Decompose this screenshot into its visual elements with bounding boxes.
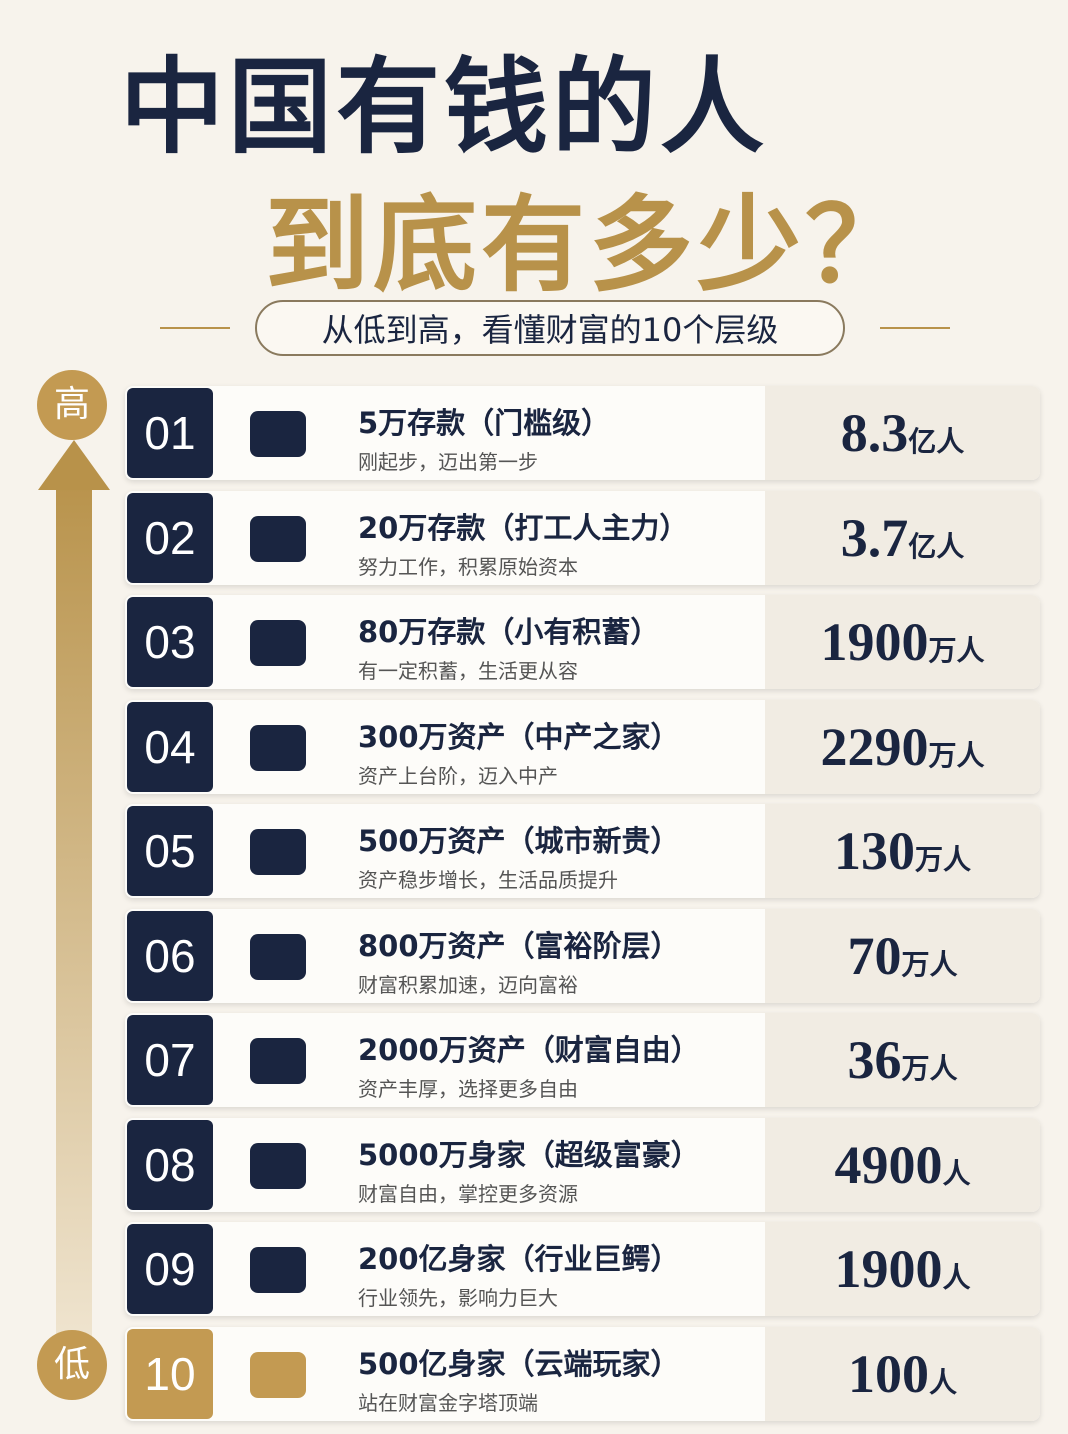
count-number: 2290 (820, 716, 929, 777)
count-number: 4900 (834, 1134, 943, 1195)
row: 04 300万资产（中产之家） 资产上台阶，迈入中产 2290万人 (125, 699, 1040, 794)
count-number: 1900 (820, 612, 929, 672)
icon (250, 411, 306, 457)
row-title: 2000万资产（财富自由） (358, 1033, 700, 1067)
count: 130万人 (765, 804, 1040, 898)
count-unit: 万人 (901, 947, 958, 981)
row-title: 300万资产（中产之家） (358, 719, 680, 754)
subtitle: 从低到高，看懂财富的10个层级 (255, 300, 845, 356)
row: 03 80万存款（小有积蓄） 有一定积蓄，生活更从容 1900万人 (125, 595, 1040, 689)
row: 07 2000万资产（财富自由） 资产丰厚，选择更多自由 36万人 (125, 1013, 1040, 1107)
row: 10 500亿身家（云端玩家） 站在财富金字塔顶端 100人 (125, 1326, 1040, 1421)
row: 06 800万资产（富裕阶层） 财富积累加速，迈向富裕 70万人 (125, 908, 1040, 1003)
divider (880, 327, 950, 329)
icon (250, 1142, 306, 1189)
count-unit: 人 (928, 1365, 957, 1399)
row-number: 07 (127, 1015, 213, 1105)
row-title: 500亿身家（云端玩家） (358, 1346, 680, 1381)
high-label: 高 (37, 370, 107, 440)
divider (160, 327, 230, 329)
row-title: 5000万身家（超级富豪） (358, 1137, 700, 1172)
row-desc: 站在财富金字塔顶端 (358, 1390, 538, 1415)
row-desc: 资产上台阶，迈入中产 (358, 763, 558, 788)
count: 4900人 (765, 1117, 1040, 1212)
count-number: 70 (847, 925, 902, 986)
row-number: 03 (127, 597, 213, 687)
row-desc: 财富自由，掌控更多资源 (358, 1181, 578, 1206)
icon (250, 829, 306, 875)
count-unit: 亿人 (908, 425, 965, 458)
count: 36万人 (765, 1013, 1040, 1107)
count-number: 36 (847, 1030, 902, 1090)
row-number: 05 (127, 806, 213, 896)
row-number: 01 (127, 388, 213, 478)
row-desc: 有一定积蓄，生活更从容 (358, 659, 578, 683)
row-number: 06 (127, 910, 213, 1001)
count: 100人 (765, 1326, 1040, 1421)
row-number: 02 (127, 492, 213, 583)
row-number: 04 (127, 701, 213, 792)
count: 1900人 (765, 1222, 1040, 1316)
title-line2: 到底有多少？ (265, 184, 914, 306)
icon (250, 515, 306, 562)
row: 02 20万存款（打工人主力） 努力工作，积累原始资本 3.7亿人 (125, 490, 1040, 585)
row: 05 500万资产（城市新贵） 资产稳步增长，生活品质提升 130万人 (125, 804, 1040, 898)
row-title: 500万资产（城市新贵） (358, 824, 680, 858)
count-number: 8.3 (840, 403, 909, 463)
count: 8.3亿人 (765, 386, 1040, 480)
icon (250, 724, 306, 771)
count: 3.7亿人 (765, 490, 1040, 585)
row-desc: 行业领先，影响力巨大 (358, 1286, 558, 1310)
arrow-bar (56, 470, 92, 1340)
count-number: 3.7 (840, 507, 909, 568)
icon (250, 1038, 306, 1084)
count-number: 100 (847, 1343, 929, 1404)
row-desc: 资产丰厚，选择更多自由 (358, 1077, 578, 1101)
row-number: 08 (127, 1119, 213, 1210)
count: 70万人 (765, 908, 1040, 1003)
row-desc: 资产稳步增长，生活品质提升 (358, 868, 618, 892)
row: 08 5000万身家（超级富豪） 财富自由，掌控更多资源 4900人 (125, 1117, 1040, 1212)
count: 2290万人 (765, 699, 1040, 794)
page: {"header":{"title_line1":"中国有钱的人","title… (37, 46, 1040, 1421)
arrow-head (38, 440, 110, 490)
count: 1900万人 (765, 595, 1040, 689)
row-number: 09 (127, 1224, 213, 1314)
count-unit: 万人 (901, 1052, 958, 1085)
icon (250, 1351, 306, 1398)
low-label: 低 (37, 1330, 107, 1400)
count-unit: 人 (942, 1156, 971, 1190)
row-desc: 刚起步，迈出第一步 (358, 450, 538, 474)
count-unit: 亿人 (908, 529, 965, 563)
count-number: 130 (833, 821, 915, 881)
count-unit: 万人 (928, 634, 985, 667)
row-title: 20万存款（打工人主力） (358, 510, 689, 545)
row: 01 5万存款（门槛级） 刚起步，迈出第一步 8.3亿人 (125, 386, 1040, 480)
row-title: 800万资产（富裕阶层） (358, 928, 680, 963)
row: 09 200亿身家（行业巨鳄） 行业领先，影响力巨大 1900人 (125, 1222, 1040, 1316)
row-title: 80万存款（小有积蓄） (358, 615, 660, 649)
count-unit: 万人 (914, 843, 971, 876)
count-unit: 万人 (928, 738, 985, 772)
icon (250, 620, 306, 666)
icon (250, 933, 306, 980)
count-number: 1900 (834, 1239, 943, 1299)
row-desc: 财富积累加速，迈向富裕 (358, 972, 578, 997)
row-title: 200亿身家（行业巨鳄） (358, 1242, 680, 1276)
row-number: 10 (127, 1328, 213, 1419)
title-line1: 中国有钱的人 (120, 46, 769, 168)
count-unit: 人 (942, 1261, 971, 1294)
icon (250, 1247, 306, 1293)
row-desc: 努力工作，积累原始资本 (358, 554, 578, 579)
row-title: 5万存款（门槛级） (358, 406, 611, 440)
